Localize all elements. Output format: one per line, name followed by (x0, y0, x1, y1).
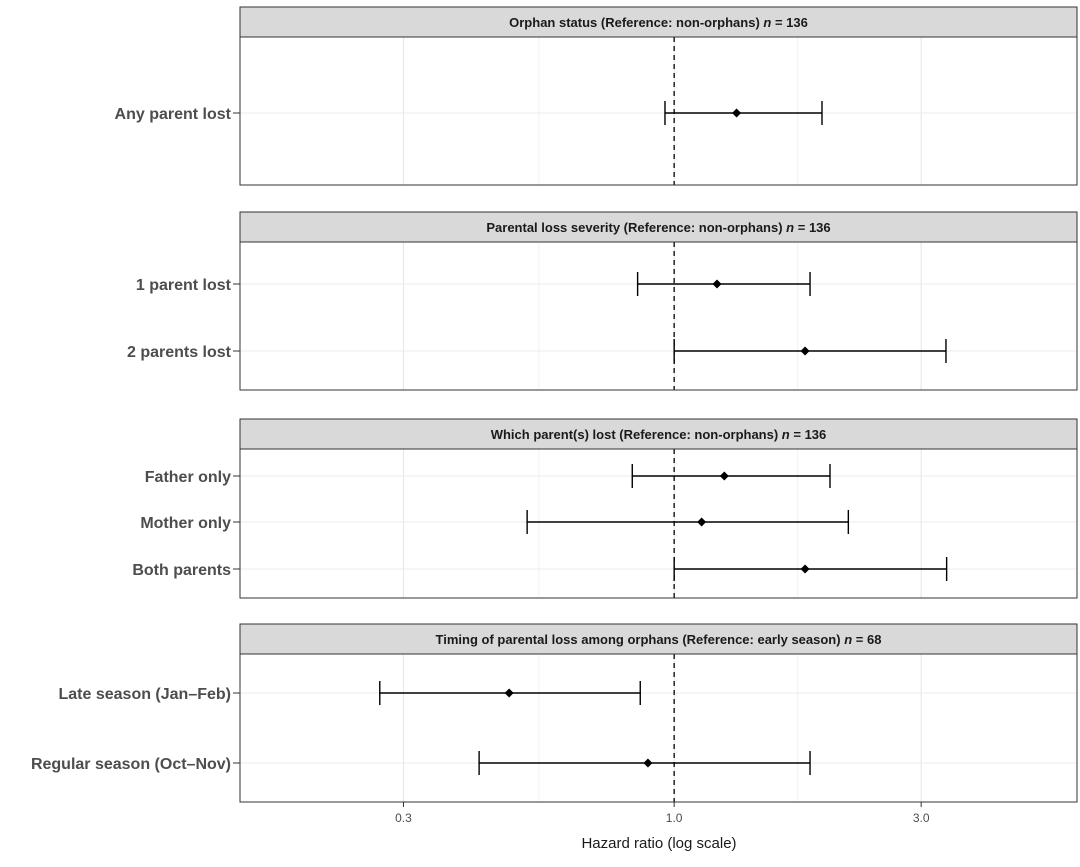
panel-title-part: Timing of parental loss among orphans (R… (436, 632, 845, 647)
x-tick-label: 1.0 (666, 811, 683, 825)
estimate-row: Regular season (Oct–Nov) (31, 751, 811, 775)
panel-title-part: = 136 (771, 15, 808, 30)
row-label: Late season (Jan–Feb) (59, 686, 232, 703)
x-tick-label: 3.0 (913, 811, 930, 825)
row-label: Both parents (132, 562, 231, 579)
panel-title-part: Which parent(s) lost (Reference: non-orp… (491, 427, 782, 442)
estimate-row: Both parents (132, 557, 948, 581)
panel-title-part: = 136 (790, 427, 827, 442)
panel-title-n: n (782, 427, 790, 442)
panel-background (240, 37, 1077, 185)
panel-strip (239, 6, 1078, 38)
panel-border (239, 448, 1078, 599)
panel-background (240, 449, 1077, 598)
panel-2: Parental loss severity (Reference: non-o… (127, 211, 1078, 391)
panel-strip (239, 623, 1078, 655)
point-estimate-marker (697, 517, 707, 527)
panel-3: Which parent(s) lost (Reference: non-orp… (132, 418, 1078, 599)
panel-title: Timing of parental loss among orphans (R… (436, 632, 882, 647)
panel-title: Orphan status (Reference: non-orphans) n… (509, 15, 808, 30)
point-estimate-marker (719, 471, 729, 481)
row-label: 2 parents lost (127, 344, 232, 361)
panel-strip (239, 211, 1078, 243)
row-label: 1 parent lost (136, 277, 232, 294)
row-label: Father only (145, 469, 231, 486)
panel-title-part: = 136 (794, 220, 831, 235)
estimate-row: 2 parents lost (127, 339, 947, 363)
panel-title-n: n (844, 632, 852, 647)
point-estimate-marker (732, 108, 742, 118)
x-axis: Hazard ratio (log scale) 0.3 1.0 3.0 (395, 802, 930, 852)
point-estimate-marker (643, 758, 653, 768)
estimate-row: 1 parent lost (136, 272, 811, 296)
point-estimate-marker (800, 564, 810, 574)
point-estimate-marker (800, 346, 810, 356)
panel-background (240, 242, 1077, 390)
panel-title-part: Parental loss severity (Reference: non-o… (486, 220, 786, 235)
panel-1: Orphan status (Reference: non-orphans) n… (115, 6, 1078, 186)
row-label: Any parent lost (115, 106, 232, 123)
panel-title: Which parent(s) lost (Reference: non-orp… (491, 427, 827, 442)
estimate-row: Any parent lost (115, 101, 823, 125)
panel-4: Timing of parental loss among orphans (R… (31, 623, 1078, 803)
estimate-row: Father only (145, 464, 831, 488)
point-estimate-marker (504, 688, 514, 698)
panel-title-part: Orphan status (Reference: non-orphans) (509, 15, 763, 30)
estimate-row: Late season (Jan–Feb) (59, 681, 641, 705)
panel-border (239, 36, 1078, 186)
row-label: Mother only (140, 515, 231, 532)
panel-title: Parental loss severity (Reference: non-o… (486, 220, 830, 235)
point-estimate-marker (712, 279, 722, 289)
x-tick-label: 0.3 (395, 811, 412, 825)
panel-title-n: n (786, 220, 794, 235)
estimate-row: Mother only (140, 510, 850, 534)
row-label: Regular season (Oct–Nov) (31, 756, 231, 773)
panel-title-n: n (763, 15, 771, 30)
panels-layer: Orphan status (Reference: non-orphans) n… (31, 6, 1078, 803)
x-axis-title: Hazard ratio (log scale) (581, 835, 736, 852)
panel-background (240, 654, 1077, 802)
panel-title-part: = 68 (852, 632, 881, 647)
panel-border (239, 241, 1078, 391)
panel-border (239, 653, 1078, 803)
panel-strip (239, 418, 1078, 450)
